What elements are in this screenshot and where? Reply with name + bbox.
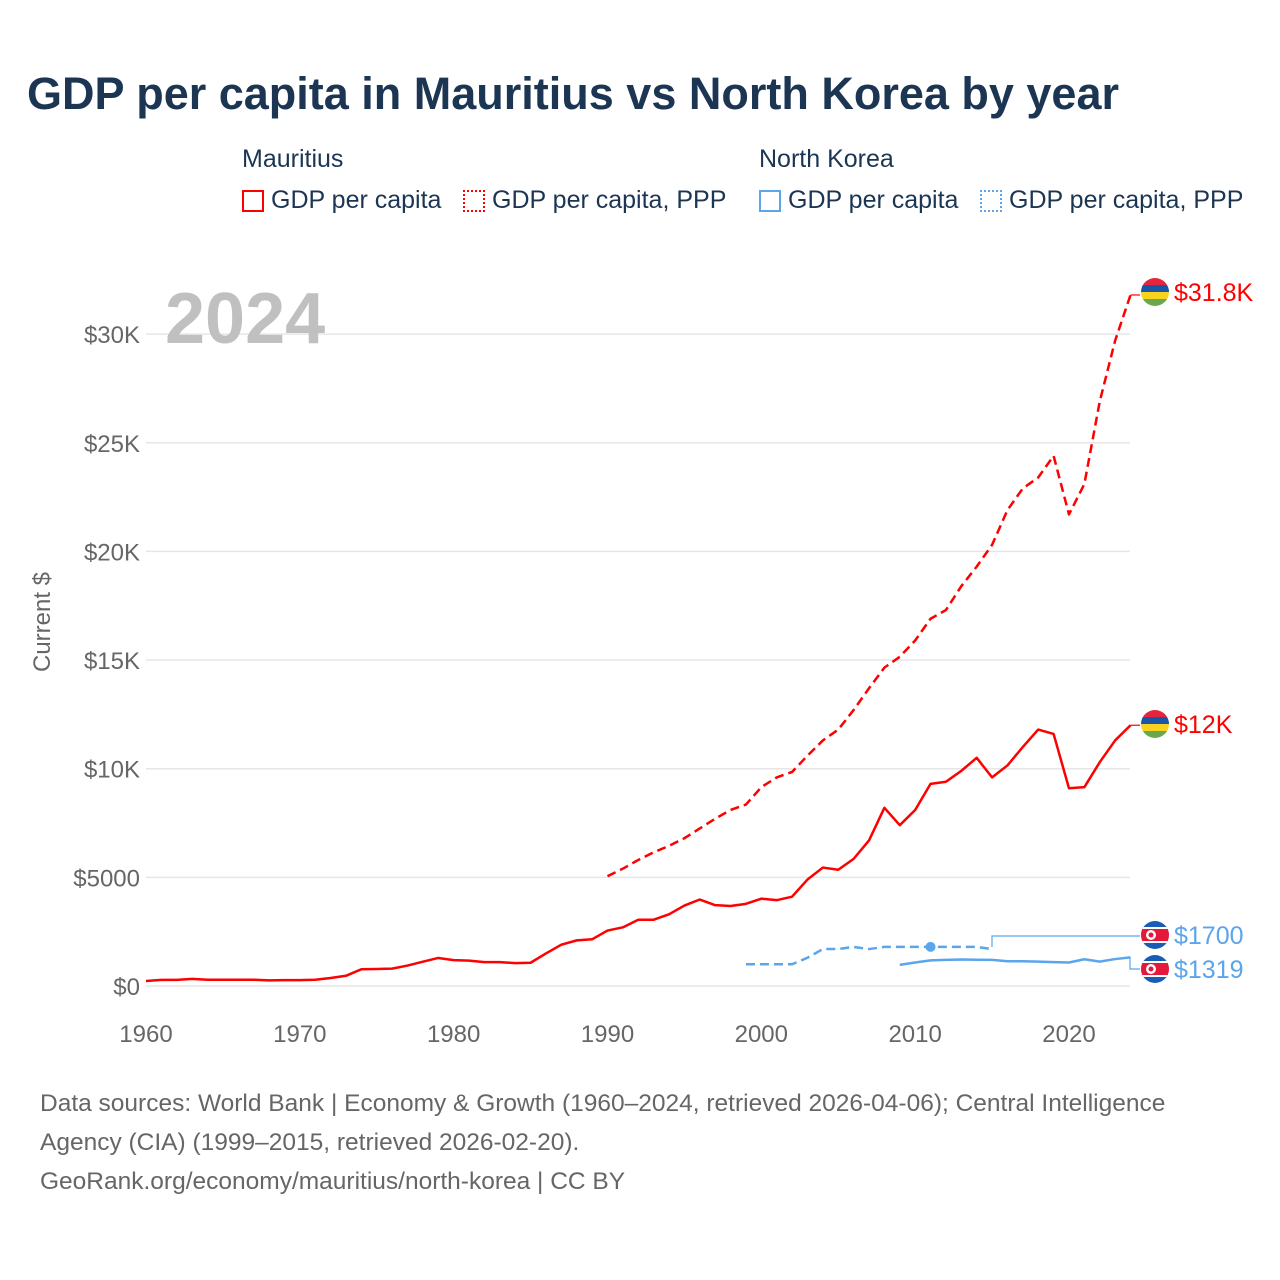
- legend-item-north-korea-gdp[interactable]: GDP per capita: [759, 186, 958, 215]
- y-tick-label: $30K: [84, 322, 140, 349]
- y-tick-label: $25K: [84, 431, 140, 458]
- y-axis-label: Current $: [29, 572, 56, 672]
- data-point-marker: [925, 941, 936, 952]
- flag-clip: [1141, 278, 1169, 306]
- legend-label: GDP per capita: [788, 186, 959, 214]
- x-tick-label: 1990: [581, 1021, 634, 1048]
- legend-item-mauritius-gdp[interactable]: GDP per capita: [242, 186, 441, 215]
- mauritius-flag-icon: [1141, 278, 1169, 306]
- series-line-mauritius-gdp: [145, 724, 1132, 983]
- chart-title: GDP per capita in Mauritius vs North Kor…: [27, 68, 1119, 119]
- flag-clip: [1141, 955, 1169, 983]
- legend-swatch-dotted: [980, 189, 1002, 212]
- footer-sources-1: Data sources: World Bank | Economy & Gro…: [40, 1090, 1166, 1117]
- x-tick-label: 1970: [273, 1021, 326, 1048]
- legend-item-north-korea-ppp[interactable]: GDP per capita, PPP: [980, 186, 1243, 215]
- y-tick-label: $15K: [84, 648, 140, 675]
- legend-label: GDP per capita, PPP: [1009, 186, 1244, 214]
- legend-group-mauritius: Mauritius: [242, 145, 344, 173]
- series-line-mauritius-ppp: [606, 294, 1132, 878]
- x-tick-label: 1960: [119, 1021, 172, 1048]
- legend-swatch-solid: [759, 189, 781, 212]
- year-watermark: 2024: [165, 279, 325, 359]
- y-tick-label: $0: [113, 974, 140, 1001]
- legend-label: GDP per capita: [271, 186, 442, 214]
- north_korea-flag-icon: [1141, 921, 1169, 949]
- flag-stripe: [1141, 278, 1169, 285]
- flag-star-icon: [1148, 932, 1154, 938]
- flag-stripe: [1141, 717, 1169, 724]
- x-tick-label: 2010: [888, 1021, 941, 1048]
- legend-item-mauritius-ppp[interactable]: GDP per capita, PPP: [463, 186, 726, 215]
- x-tick-label: 1980: [427, 1021, 480, 1048]
- flag-stripe: [1141, 299, 1169, 306]
- end-value-label: $12K: [1174, 711, 1233, 739]
- flag-star-icon: [1148, 966, 1154, 972]
- legend-swatch-dotted: [463, 189, 485, 212]
- footer-link[interactable]: GeoRank.org/economy/mauritius/north-kore…: [40, 1168, 626, 1195]
- y-tick-label: $20K: [84, 539, 140, 566]
- flag-clip: [1141, 710, 1169, 738]
- legend-swatch-solid: [242, 189, 264, 212]
- flag-stripe: [1141, 285, 1169, 292]
- flag-stripe: [1141, 724, 1169, 731]
- mauritius-flag-icon: [1141, 710, 1169, 738]
- series-line-north_korea-gdp: [899, 956, 1131, 967]
- leader-line: [991, 935, 1140, 947]
- north_korea-flag-icon: [1141, 955, 1169, 983]
- legend-label: GDP per capita, PPP: [492, 186, 727, 214]
- x-tick-label: 2000: [735, 1021, 788, 1048]
- end-value-label: $1319: [1174, 956, 1244, 984]
- flag-stripe: [1141, 292, 1169, 299]
- series-line-north_korea-ppp: [745, 945, 993, 966]
- leader-line: [1129, 957, 1140, 970]
- footer-sources-2: Agency (CIA) (1999–2015, retrieved 2026-…: [40, 1129, 580, 1156]
- end-value-label: $31.8K: [1174, 279, 1254, 307]
- flag-clip: [1141, 921, 1169, 949]
- end-value-label: $1700: [1174, 922, 1244, 950]
- x-tick-label: 2020: [1042, 1021, 1095, 1048]
- flag-stripe: [1141, 710, 1169, 717]
- y-tick-label: $5000: [73, 865, 140, 892]
- y-tick-label: $10K: [84, 757, 140, 784]
- flag-stripe: [1141, 731, 1169, 738]
- legend-group-north-korea: North Korea: [759, 145, 894, 173]
